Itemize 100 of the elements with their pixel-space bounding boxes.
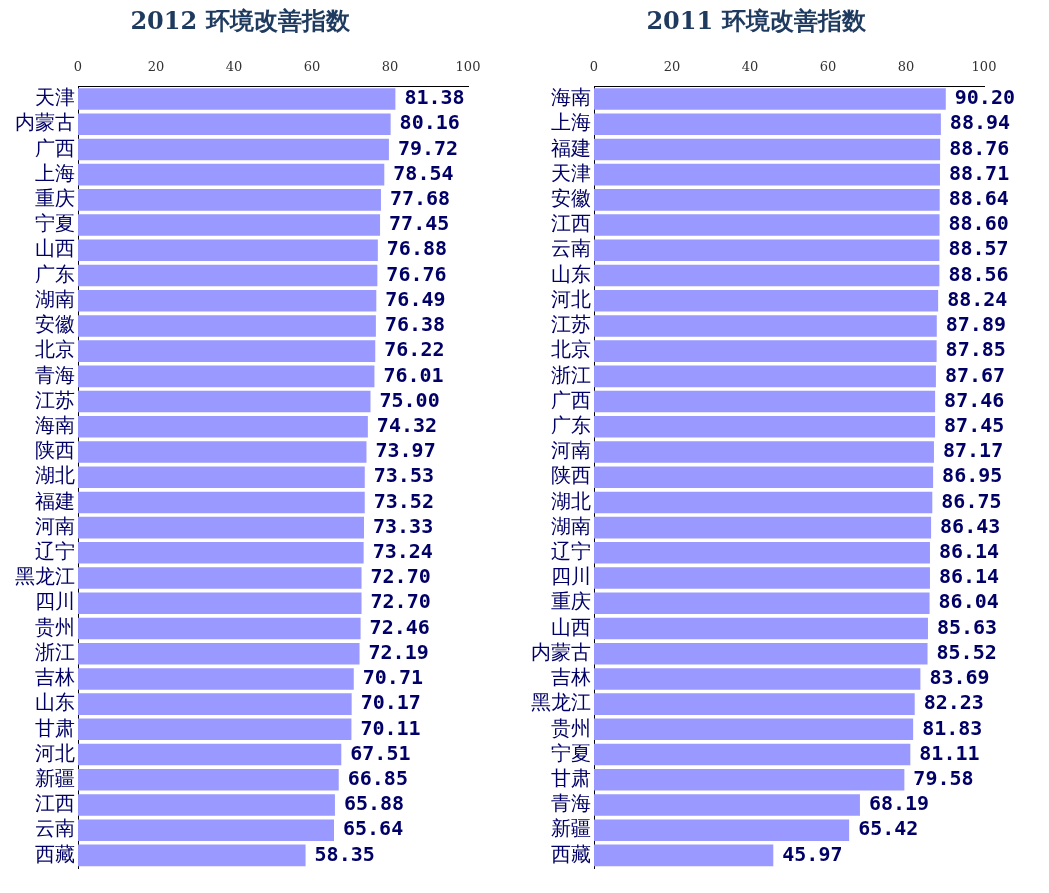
y-tick-label: 山西 [551,614,591,639]
data-label: 78.54 [393,160,454,185]
y-tick-label: 辽宁 [551,539,591,564]
y-tick-label: 陕西 [35,438,75,463]
data-label: 74.32 [376,412,438,437]
x-tick-label: 80 [897,58,915,74]
data-label: 86.43 [940,513,1001,538]
data-label: 86.75 [941,488,1002,513]
bar [78,163,385,186]
y-tick-label: 广东 [551,412,591,437]
data-label: 45.97 [782,841,843,866]
bar [594,567,930,589]
bar [594,315,937,337]
x-tick-label: 20 [147,58,165,74]
bar [594,365,936,388]
data-label: 87.45 [944,412,1005,437]
x-tick-label: 60 [819,58,837,74]
data-label: 65.64 [343,816,404,841]
y-tick-label: 河南 [35,513,75,538]
data-label: 81.38 [404,85,465,110]
y-tick-label: 重庆 [35,186,75,211]
y-tick-label: 海南 [35,412,75,437]
x-tick-label: 100 [455,58,481,74]
bar [78,289,377,312]
y-tick-label: 上海 [35,160,75,185]
data-label: 76.22 [384,337,445,362]
bar [594,718,914,741]
data-label: 86.14 [938,564,1000,589]
y-tick-label: 广西 [551,387,591,412]
bar [78,567,362,589]
data-label: 79.58 [913,765,974,790]
bar [594,542,930,564]
data-label: 81.11 [919,740,980,765]
bar [594,491,933,514]
bar [78,113,391,135]
bar [594,416,936,438]
y-tick-label: 山东 [551,261,591,286]
data-label: 72.70 [370,589,431,614]
data-label: 88.71 [948,160,1010,185]
y-tick-label: 云南 [35,816,75,841]
data-label: 88.24 [947,286,1008,311]
data-label: 81.83 [922,715,983,740]
y-tick-label: 辽宁 [35,539,75,564]
y-tick-label: 浙江 [551,362,591,387]
data-label: 67.51 [350,740,411,765]
data-label: 80.16 [399,110,460,135]
data-label: 70.11 [360,715,421,740]
x-tick-label: 40 [741,58,759,74]
y-tick-label: 安徽 [35,312,75,337]
bar [78,189,381,211]
bar [78,768,339,791]
bar [594,794,860,816]
y-tick-label: 吉林 [551,665,591,690]
bar [594,642,928,665]
data-label: 79.72 [397,135,459,160]
data-label: 83.69 [929,665,990,690]
data-label: 87.17 [942,438,1004,463]
y-tick-label: 湖南 [551,513,591,538]
bar [78,264,378,287]
x-tick-label: 60 [303,58,321,74]
bar [594,138,941,161]
bar [594,189,940,211]
bar [78,844,306,867]
x-tick-label: 0 [589,58,599,74]
y-tick-label: 宁夏 [551,740,591,765]
x-tick-label: 20 [663,58,681,74]
y-tick-label: 贵州 [551,715,591,740]
bar [78,441,367,463]
y-tick-label: 河北 [551,286,591,311]
data-label: 77.45 [389,211,450,236]
bar [78,668,354,690]
bar [78,743,342,766]
y-tick-label: 北京 [35,337,75,362]
bar [594,768,905,791]
y-tick-label: 四川 [551,564,591,589]
y-tick-label: 重庆 [551,589,591,614]
y-tick-label: 西藏 [551,841,591,866]
bar [594,88,946,110]
data-label: 86.04 [938,589,999,614]
data-label: 68.19 [868,791,930,816]
bar [78,592,362,615]
data-label: 76.38 [384,312,446,337]
bar [594,113,941,135]
data-label: 88.56 [948,261,1009,286]
y-tick-label: 山东 [35,690,75,715]
bar [78,390,371,413]
y-tick-label: 青海 [35,362,75,387]
data-label: 85.63 [936,614,998,639]
bar [594,289,939,312]
y-tick-label: 福建 [551,135,591,160]
y-tick-label: 江西 [35,791,75,816]
bar [594,844,774,867]
data-label: 87.46 [944,387,1005,412]
y-tick-label: 黑龙江 [15,564,75,589]
y-tick-label: 江苏 [551,312,591,337]
y-tick-label: 湖北 [551,488,591,513]
data-label: 86.95 [942,463,1003,488]
y-tick-label: 云南 [551,236,591,261]
y-tick-label: 山西 [35,236,75,261]
chart-title: 2012 环境改善指数 [130,5,351,35]
